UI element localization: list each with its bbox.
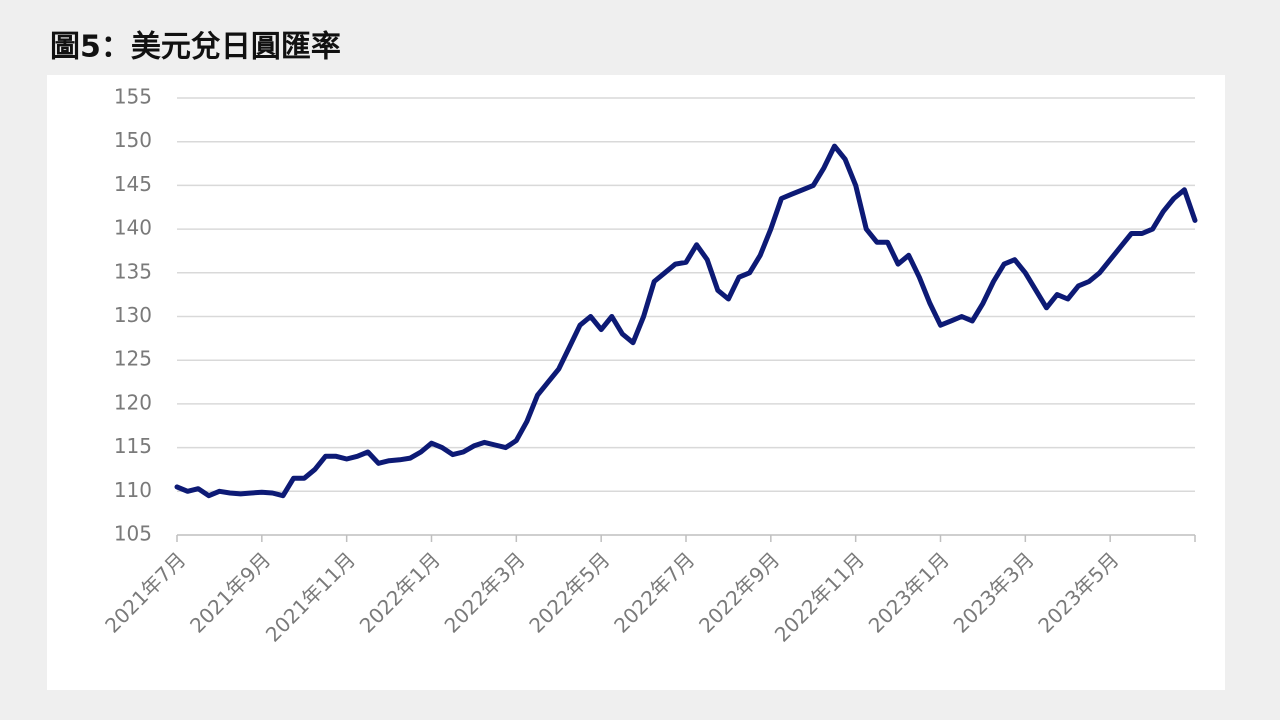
y-tick-label: 135 [114,259,152,283]
y-tick-label: 130 [114,303,152,327]
y-tick-label: 150 [114,128,152,152]
y-tick-label: 120 [114,390,152,414]
y-tick-label: 115 [114,434,152,458]
y-tick-label: 140 [114,216,152,240]
y-tick-label: 105 [114,522,152,546]
y-tick-label: 155 [114,85,152,109]
chart-title: 圖5：美元兌日圓匯率 [50,30,341,65]
line-series [174,143,1198,499]
y-tick-label: 145 [114,172,152,196]
plot-background [47,75,1225,690]
y-tick-label: 110 [114,478,152,502]
y-tick-label: 125 [114,347,152,371]
